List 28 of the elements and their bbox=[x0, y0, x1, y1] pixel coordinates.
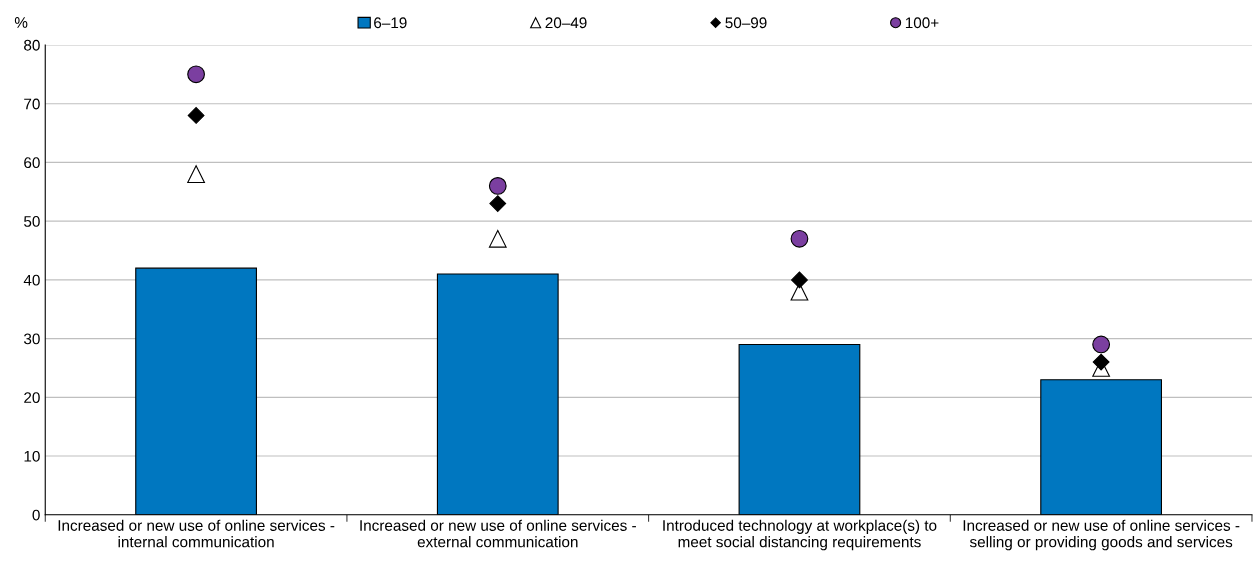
legend-label: 50–99 bbox=[725, 17, 767, 29]
y-tick-label: 60 bbox=[24, 157, 40, 169]
x-tick-label: Introduced technology at workplace(s) to meet social distancing requirements bbox=[663, 519, 937, 551]
x-tick-label: Increased or new use of online services - external communication bbox=[360, 519, 636, 548]
legend-label: 20–49 bbox=[545, 17, 587, 29]
point bbox=[488, 229, 507, 248]
y-tick-label: 0 bbox=[32, 509, 40, 521]
y-tick-label: 30 bbox=[23, 333, 40, 345]
y-tick-label: 50 bbox=[24, 216, 40, 227]
x-tick-label: Increased or new use of online services - internal communication bbox=[58, 519, 335, 548]
y-axis-title: % bbox=[14, 17, 28, 28]
point bbox=[1092, 353, 1110, 371]
x-tick-label: Increased or new use of online services - selling or providing goods and services bbox=[963, 519, 1240, 551]
point bbox=[488, 177, 507, 195]
point bbox=[187, 65, 205, 84]
point bbox=[187, 165, 205, 184]
y-tick-label: 70 bbox=[24, 98, 40, 110]
point bbox=[791, 271, 808, 289]
point bbox=[489, 195, 507, 212]
y-tick-label: 80 bbox=[24, 39, 40, 51]
y-tick-label: 10 bbox=[24, 450, 40, 462]
point bbox=[790, 229, 809, 248]
legend-label: 100+ bbox=[905, 17, 939, 29]
y-tick-label: 20 bbox=[24, 392, 40, 404]
y-tick-label: 40 bbox=[23, 274, 40, 286]
point bbox=[187, 107, 205, 124]
point bbox=[1092, 335, 1111, 354]
legend-label: 6–19 bbox=[374, 17, 407, 29]
